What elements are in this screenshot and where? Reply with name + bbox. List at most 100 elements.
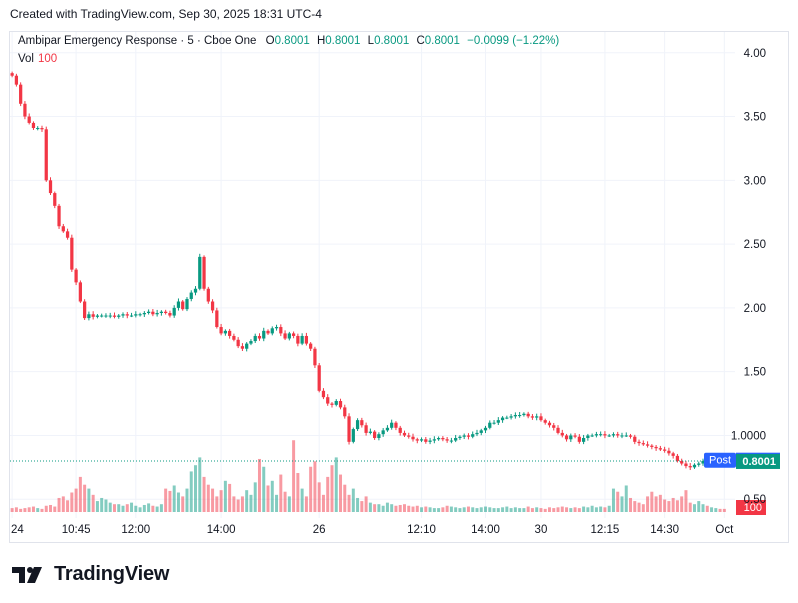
volume-bar bbox=[176, 492, 180, 512]
candle-body bbox=[274, 327, 279, 329]
candle-body bbox=[385, 427, 390, 431]
volume-bar bbox=[223, 480, 227, 512]
candle-body bbox=[539, 416, 543, 421]
candle-body bbox=[650, 445, 654, 447]
candle-body bbox=[40, 128, 44, 130]
volume-bar bbox=[138, 507, 142, 512]
candle-body bbox=[526, 413, 530, 417]
volume-bar bbox=[492, 508, 496, 512]
candle-body bbox=[509, 416, 513, 418]
volume-bar bbox=[624, 485, 628, 512]
volume-bar bbox=[381, 505, 385, 512]
candle-body bbox=[492, 422, 496, 424]
candle-body bbox=[185, 298, 189, 310]
last-price-bg bbox=[736, 453, 780, 469]
candle-body bbox=[654, 446, 658, 449]
volume-bar bbox=[40, 508, 44, 512]
y-tick-label: 2.50 bbox=[744, 239, 766, 251]
volume-bar bbox=[428, 507, 432, 512]
candle-body bbox=[364, 425, 368, 433]
volume-bar bbox=[637, 502, 641, 512]
candle-body bbox=[680, 460, 684, 464]
volume-bar bbox=[57, 497, 61, 512]
candle-body bbox=[57, 205, 61, 227]
candle-body bbox=[505, 417, 509, 419]
volume-bar bbox=[326, 476, 330, 512]
volume-bar bbox=[31, 506, 35, 512]
candle-body bbox=[415, 439, 419, 441]
candle-body bbox=[27, 116, 31, 123]
volume-bar bbox=[104, 499, 108, 512]
candle-body bbox=[193, 288, 198, 293]
candle-body bbox=[266, 330, 270, 334]
change-value: −0.0099 (−1.22%) bbox=[467, 35, 560, 47]
candle-body bbox=[449, 440, 454, 442]
volume-bar bbox=[53, 506, 57, 512]
volume-bar bbox=[441, 507, 445, 512]
candle-body bbox=[100, 315, 104, 317]
candle-body bbox=[445, 439, 449, 441]
tradingview-logo[interactable]: TradingView bbox=[12, 563, 169, 586]
candle-body bbox=[232, 335, 236, 340]
candle-body bbox=[228, 330, 232, 336]
volume-bar bbox=[577, 508, 581, 512]
candle-body bbox=[518, 415, 522, 417]
candle-body bbox=[257, 335, 262, 339]
candle-body bbox=[236, 339, 240, 347]
candle-body bbox=[645, 444, 650, 446]
candle-body bbox=[151, 311, 155, 315]
candle-body bbox=[530, 416, 535, 418]
volume-bar bbox=[117, 504, 121, 512]
volume-bar bbox=[287, 496, 291, 512]
volume-bar bbox=[449, 506, 453, 512]
price-axis: 4.00 3.50 3.00 2.50 2.00 1.50 1.0000 0.50 bbox=[731, 48, 766, 506]
volume-tag-bg bbox=[736, 500, 766, 515]
volume-bar bbox=[518, 508, 522, 512]
volume-bar bbox=[257, 458, 261, 512]
candle-body bbox=[692, 464, 697, 468]
y-tick-label: 0.50 bbox=[744, 494, 766, 506]
volume-bar bbox=[411, 506, 415, 512]
candle-body bbox=[321, 390, 326, 398]
candle-body bbox=[411, 436, 415, 440]
y-tick-label: 2.00 bbox=[744, 303, 766, 315]
candle-body bbox=[202, 256, 206, 289]
candle-body bbox=[48, 180, 53, 194]
candle-body bbox=[168, 312, 172, 316]
candle-body bbox=[19, 84, 23, 104]
volume-bar bbox=[582, 506, 586, 512]
candle-body bbox=[304, 335, 309, 344]
volume-bar bbox=[10, 508, 14, 512]
candle-body bbox=[564, 435, 569, 440]
candle-body bbox=[65, 231, 70, 238]
candle-body bbox=[594, 434, 599, 436]
volume-bar bbox=[390, 504, 394, 512]
volume-bar bbox=[262, 466, 266, 512]
candle-body bbox=[667, 450, 671, 454]
y-tick-label: 3.00 bbox=[744, 175, 766, 187]
candle-body bbox=[223, 330, 227, 334]
candle-body bbox=[121, 314, 125, 316]
volume-bar bbox=[304, 496, 308, 512]
volume-bar bbox=[611, 488, 615, 512]
volume-bar bbox=[641, 504, 645, 512]
volume-bar bbox=[710, 507, 714, 512]
candle-body bbox=[500, 417, 505, 421]
candle-body bbox=[488, 422, 492, 428]
ohlc-legend: Ambipar Emergency Response · 5 · Cboe On… bbox=[18, 35, 563, 47]
volume-bar bbox=[420, 507, 424, 512]
candle-body bbox=[390, 422, 394, 428]
volume-bar bbox=[454, 507, 458, 512]
volume-bar bbox=[300, 488, 304, 512]
volume-bar bbox=[108, 502, 112, 512]
y-tick-label: 1.50 bbox=[744, 367, 766, 379]
volume-bar bbox=[424, 506, 428, 512]
candle-body bbox=[432, 439, 436, 441]
candle-body bbox=[210, 301, 215, 311]
volume-tag-label: 100 bbox=[744, 502, 762, 514]
candle-body bbox=[624, 435, 628, 437]
candle-body bbox=[586, 435, 590, 439]
candle-body bbox=[424, 439, 428, 442]
volume-bar bbox=[722, 508, 726, 512]
